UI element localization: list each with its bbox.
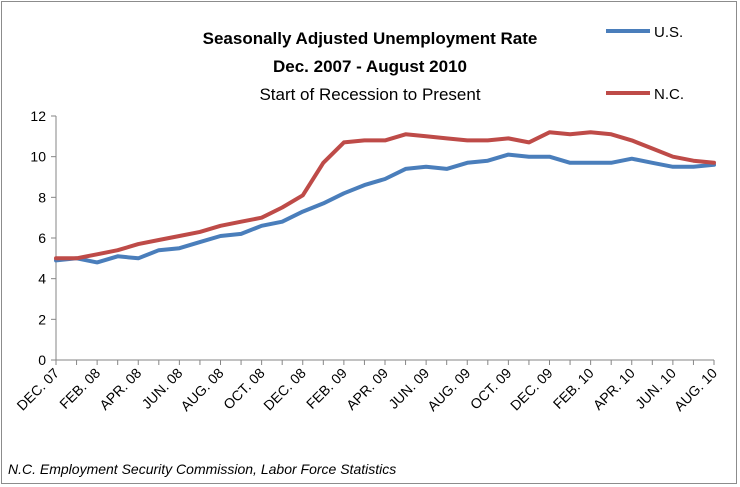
axes (51, 115, 715, 365)
x-tick-label: DEC. 08 (260, 365, 309, 414)
series-line-nc (54, 130, 716, 261)
legend: U.S. N.C. (606, 24, 684, 103)
x-tick-label: FEB. 08 (56, 365, 103, 412)
y-tick-label: 12 (30, 108, 46, 124)
chart-subtitle: Start of Recession to Present (259, 85, 480, 104)
y-tick-label: 0 (38, 352, 46, 368)
legend-label-us: U.S. (654, 24, 683, 41)
x-tick-label: AUG. 10 (671, 365, 720, 414)
x-tick-label: DEC. 09 (507, 365, 556, 414)
chart-title-line-2: Dec. 2007 - August 2010 (273, 57, 467, 76)
chart-title-line-1: Seasonally Adjusted Unemployment Rate (203, 29, 538, 48)
y-tick-label: 10 (30, 149, 46, 165)
y-tick-label: 8 (38, 189, 46, 205)
source-note: N.C. Employment Security Commission, Lab… (8, 461, 396, 477)
x-tick-label: APR. 10 (590, 365, 638, 413)
x-tick-label: OCT. 09 (467, 365, 515, 413)
series-line-us (54, 152, 716, 265)
x-tick-label: APR. 08 (96, 365, 144, 413)
series-lines (54, 130, 716, 265)
x-tick-label: AUG. 08 (177, 365, 226, 414)
y-tick-label: 6 (38, 230, 46, 246)
y-tick-labels: 0 2 4 6 8 10 12 (30, 108, 46, 368)
x-tick-label: FEB. 10 (550, 365, 597, 412)
x-tick-label: AUG. 09 (424, 365, 473, 414)
x-tick-label: DEC. 07 (13, 365, 62, 414)
x-tick-label: OCT. 08 (220, 365, 268, 413)
y-tick-label: 2 (38, 311, 46, 327)
x-tick-label: APR. 09 (343, 365, 391, 413)
y-tick-label: 4 (38, 271, 46, 287)
x-tick-label: FEB. 09 (303, 365, 350, 412)
legend-label-nc: N.C. (654, 86, 684, 103)
